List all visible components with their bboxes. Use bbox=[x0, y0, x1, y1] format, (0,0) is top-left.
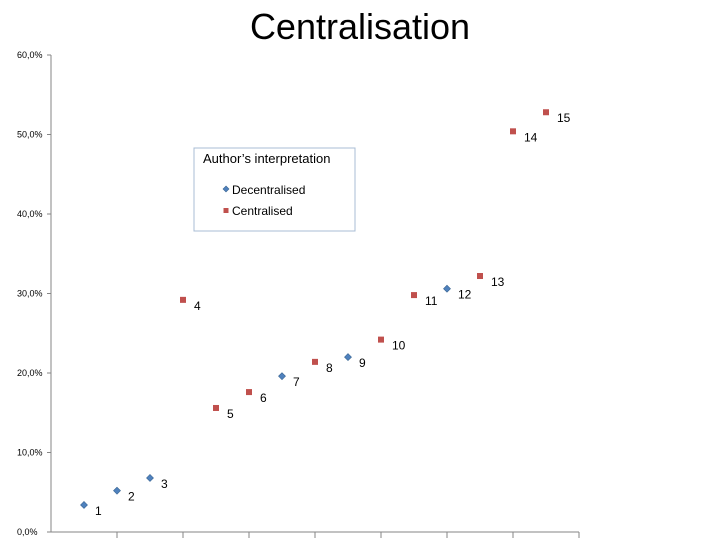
point-label: 1 bbox=[95, 504, 102, 518]
point-decentralised bbox=[443, 284, 451, 293]
point-decentralised bbox=[80, 501, 88, 509]
point-label: 8 bbox=[326, 361, 333, 375]
point-label: 4 bbox=[194, 299, 201, 313]
point-label: 13 bbox=[491, 275, 505, 289]
point-label: 5 bbox=[227, 407, 234, 421]
point-label: 2 bbox=[128, 490, 135, 504]
point-centralised bbox=[378, 336, 384, 343]
point-label: 10 bbox=[392, 339, 406, 353]
point-centralised bbox=[180, 296, 186, 303]
point-label: 6 bbox=[260, 391, 267, 405]
point-centralised bbox=[213, 404, 219, 411]
point-centralised bbox=[477, 273, 483, 280]
y-tick-label: 30,0% bbox=[17, 289, 43, 299]
point-decentralised bbox=[344, 353, 352, 362]
point-centralised bbox=[246, 389, 252, 396]
point-centralised bbox=[510, 128, 516, 135]
y-tick-label: 10,0% bbox=[17, 448, 43, 458]
point-label: 9 bbox=[359, 356, 366, 370]
y-tick-label: 20,0% bbox=[17, 368, 43, 378]
point-label: 15 bbox=[557, 111, 571, 125]
point-decentralised bbox=[278, 372, 286, 381]
legend-title: Author’s interpretation bbox=[203, 151, 330, 166]
axes bbox=[50, 55, 580, 538]
y-tick-label: 50,0% bbox=[17, 130, 43, 140]
chart-title: Centralisation bbox=[250, 6, 470, 47]
legend-decentralised-label: Decentralised bbox=[232, 183, 305, 197]
legend: Author’s interpretation Decentralised Ce… bbox=[193, 147, 356, 232]
point-decentralised bbox=[113, 486, 121, 495]
y-tick-label: 0,0% bbox=[17, 527, 38, 537]
legend-centralised-label: Centralised bbox=[232, 204, 293, 218]
point-decentralised bbox=[146, 474, 154, 482]
y-tick-label: 60,0% bbox=[17, 50, 43, 60]
legend-box bbox=[193, 147, 356, 232]
point-centralised bbox=[543, 109, 549, 116]
legend-centralised-marker bbox=[223, 208, 229, 213]
point-label: 14 bbox=[524, 130, 538, 144]
point-centralised bbox=[411, 292, 417, 299]
y-axis-ticks: 0,0% 10,0% 20,0% 30,0% 40,0% 50,0% 60,0% bbox=[17, 50, 51, 537]
point-label: 12 bbox=[458, 288, 472, 302]
point-centralised bbox=[312, 358, 318, 365]
point-label: 3 bbox=[161, 477, 168, 491]
legend-decentralised-marker bbox=[222, 185, 230, 193]
y-tick-label: 40,0% bbox=[17, 209, 43, 219]
point-label: 7 bbox=[293, 375, 300, 389]
point-label: 11 bbox=[425, 294, 438, 308]
